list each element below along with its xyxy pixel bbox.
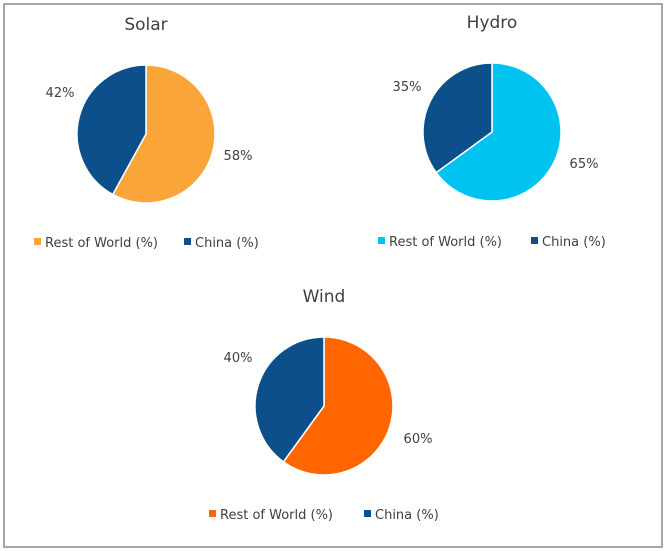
hydro-chart-title: Hydro [467, 13, 518, 33]
solar-legend-swatch-china [184, 238, 191, 245]
hydro-slice-rest-of-world [435, 62, 562, 202]
hydro-data-label-china: 35% [393, 80, 422, 95]
wind-legend-label-china: China (%) [375, 508, 439, 523]
hydro-legend-label-rest-of-world: Rest of World (%) [389, 235, 502, 250]
hydro-legend-label-china: China (%) [542, 235, 606, 250]
hydro-data-label-rest-of-world: 65% [570, 157, 599, 172]
solar-data-label-china: 42% [46, 86, 75, 101]
solar-slice-rest-of-world [111, 64, 216, 204]
solar-legend-swatch-rest-of-world [34, 238, 41, 245]
wind-data-label-china: 40% [224, 351, 253, 366]
wind-slice-rest-of-world [282, 336, 394, 476]
wind-legend-swatch-china [364, 510, 371, 517]
wind-slice-china [254, 336, 325, 463]
wind-chart-title: Wind [303, 287, 346, 307]
hydro-legend-swatch-rest-of-world [378, 237, 385, 244]
hydro-slice-china [422, 62, 493, 174]
solar-slice-china [76, 64, 147, 196]
solar-chart-title: Solar [124, 15, 167, 35]
solar-legend-label-rest-of-world: Rest of World (%) [45, 236, 158, 251]
solar-data-label-rest-of-world: 58% [224, 149, 253, 164]
wind-legend-swatch-rest-of-world [209, 510, 216, 517]
wind-legend-label-rest-of-world: Rest of World (%) [220, 508, 333, 523]
wind-data-label-rest-of-world: 60% [404, 432, 433, 447]
hydro-legend-swatch-china [531, 237, 538, 244]
solar-legend-label-china: China (%) [195, 236, 259, 251]
